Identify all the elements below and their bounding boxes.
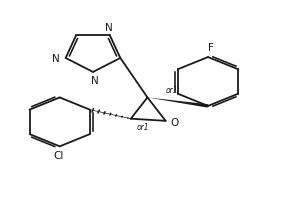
Text: F: F (208, 43, 214, 53)
Text: or1: or1 (166, 86, 178, 95)
Text: Cl: Cl (53, 151, 63, 161)
Text: or1: or1 (137, 123, 150, 132)
Text: O: O (170, 118, 178, 128)
Text: N: N (53, 54, 60, 64)
Text: N: N (105, 23, 112, 33)
Text: N: N (91, 76, 98, 86)
Polygon shape (147, 97, 209, 108)
